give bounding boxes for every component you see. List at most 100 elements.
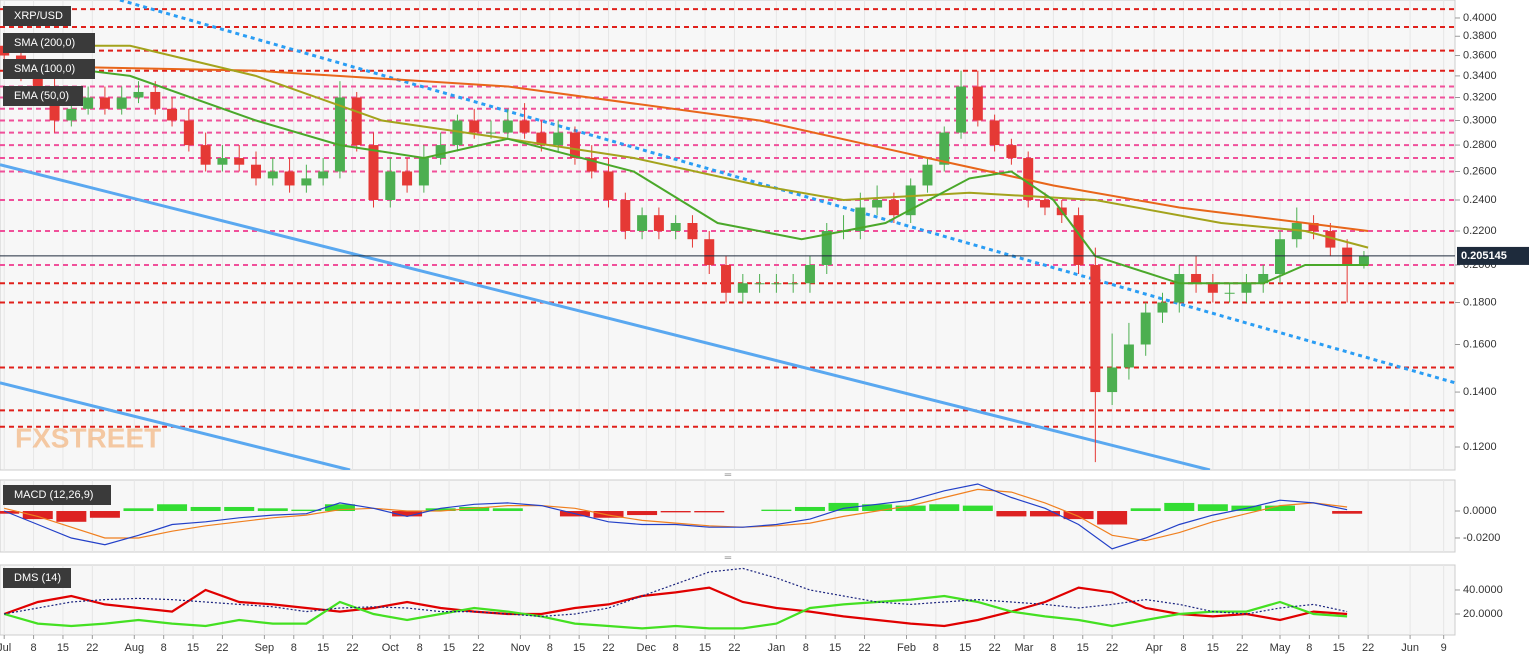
candle-body [318,171,329,179]
candle-body [301,178,312,186]
candle-body [250,164,261,179]
candle-body [1308,223,1319,232]
x-tick-label: 22 [472,642,484,654]
y-tick-label: 0.2600 [1463,165,1497,177]
histogram-bar [392,511,423,517]
histogram-bar [794,506,825,512]
candle-body [267,171,278,179]
y-tick-label: 0.3200 [1463,91,1497,103]
label-box [3,33,95,53]
watermark: FXSTREET [15,422,161,453]
histogram-bar [1197,504,1228,512]
histogram-bar [1264,505,1295,512]
x-tick-label: 8 [673,642,679,654]
candle-body [888,200,899,216]
x-tick-label: Apr [1146,642,1163,654]
label-box [3,568,71,588]
candle-body [1174,273,1185,303]
legend-entry: SMA (200,0) [14,37,75,49]
x-tick-label: 8 [1180,642,1186,654]
x-tick-label: 8 [417,642,423,654]
candle-body [989,120,1000,146]
x-tick-label: 22 [1106,642,1118,654]
label-box [3,86,83,106]
y-tick-label: 0.3400 [1463,70,1497,82]
y-tick-label: -0.0200 [1463,532,1500,544]
candle-body [905,185,916,216]
x-tick-label: 22 [1362,642,1374,654]
candle-body [200,145,211,165]
x-tick-label: 15 [57,642,69,654]
label-box [3,59,95,79]
resize-handle[interactable]: ═ [724,552,732,562]
candle-body [956,86,967,133]
y-tick-label: 0.2200 [1463,225,1497,237]
candle-body [653,215,664,232]
candle-body [536,132,547,146]
x-tick-label: 15 [1333,642,1345,654]
candle-body [385,171,396,201]
candle-body [1006,145,1017,159]
candle-body [922,164,933,186]
y-tick-label: 40.0000 [1463,584,1503,596]
histogram-bar [1332,511,1363,514]
candle-body [167,108,178,121]
trend-line [0,163,1211,470]
histogram-bar [22,511,53,520]
histogram-bar [1029,511,1060,517]
histogram-bar [895,505,926,512]
histogram-bar [492,508,523,512]
candle-body [217,158,228,165]
candle-body [1224,292,1235,294]
histogram-bar [694,511,725,513]
signal-line [4,488,1348,542]
x-tick-label: 22 [858,642,870,654]
histogram-bar [459,506,490,512]
candle-body [586,158,597,172]
y-tick-label: 0.3000 [1463,114,1497,126]
x-tick-label: 15 [829,642,841,654]
x-tick-label: 8 [291,642,297,654]
candle-body [1207,283,1218,293]
candle-body [32,75,43,87]
candle-body [452,120,463,146]
dms-line [3,586,1348,628]
histogram-bar [291,509,322,512]
x-tick-label: Oct [382,642,399,654]
candle-body [754,283,765,285]
candle-body [1123,344,1134,368]
plot-layer: 0.12000.14000.16000.18000.20000.22000.24… [0,0,1529,654]
candle-body [788,283,799,285]
histogram-bar [1063,511,1094,520]
dms-line [3,594,1348,630]
candle-body [855,207,866,232]
x-tick-label: 8 [161,642,167,654]
candle-body [1090,264,1101,393]
y-tick-label: 0.4000 [1463,12,1497,24]
candle-body [687,223,698,240]
x-tick-label: Feb [897,642,916,654]
candle-body [821,231,832,265]
histogram-bar [862,504,893,512]
x-tick-label: 15 [187,642,199,654]
x-tick-label: 15 [573,642,585,654]
resize-handle[interactable]: ═ [724,469,732,479]
candle-body [721,264,732,293]
candle-body [486,132,497,134]
candle-body [670,223,681,232]
x-tick-label: 9 [1441,642,1447,654]
y-tick-label: 20.0000 [1463,608,1503,620]
x-tick-label: 22 [216,642,228,654]
histogram-bar [425,508,456,512]
candle-body [502,120,513,133]
candle-body [553,132,564,146]
x-tick-label: 15 [443,642,455,654]
candle-body [234,158,245,165]
histogram-bar [190,506,221,512]
symbol-label: XRP/USD [14,10,63,22]
candle-body [334,97,345,172]
candle-body [83,97,94,109]
y-tick-label: 0.1800 [1463,296,1497,308]
histogram-bar [224,506,255,512]
